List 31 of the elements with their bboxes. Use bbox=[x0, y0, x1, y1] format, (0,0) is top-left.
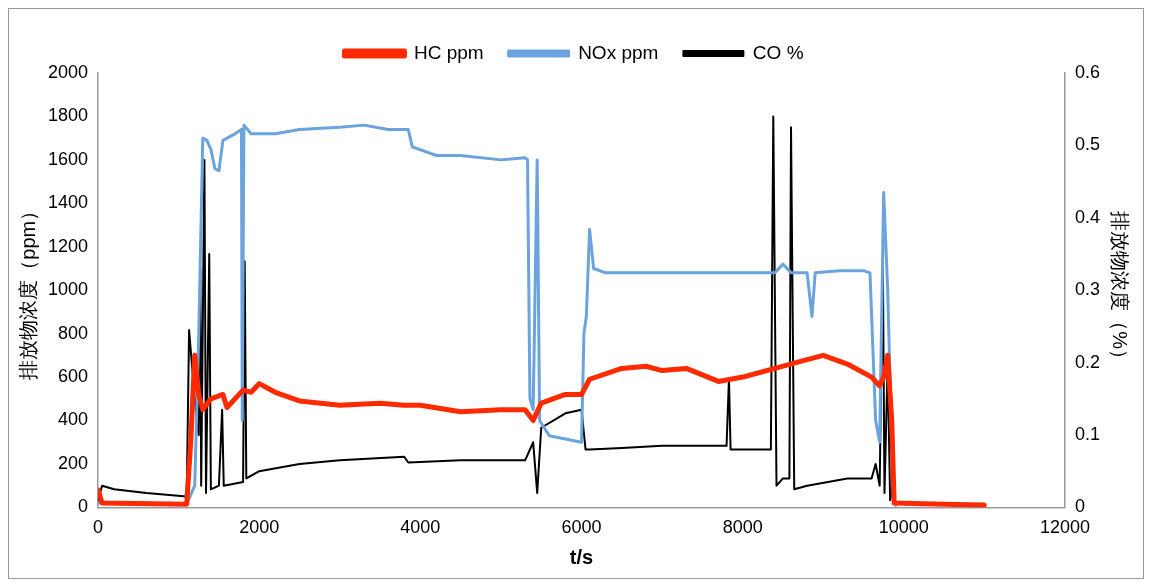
y2-tick-label: 0.6 bbox=[1074, 61, 1101, 82]
y-tick-label: 600 bbox=[58, 366, 89, 387]
x-tick-label: 4000 bbox=[400, 517, 441, 538]
x-tick-label: 6000 bbox=[561, 517, 602, 538]
y-tick-label: 200 bbox=[58, 452, 89, 473]
y-tick-label: 400 bbox=[58, 409, 89, 430]
legend-label: CO % bbox=[752, 41, 804, 63]
y2-tick-label: 0.5 bbox=[1074, 134, 1101, 155]
x-tick-label: 8000 bbox=[722, 517, 763, 538]
y2-tick-label: 0 bbox=[1074, 496, 1085, 517]
x-tick-label: 12000 bbox=[1039, 517, 1091, 538]
y2-tick-label: 0.4 bbox=[1074, 206, 1101, 227]
y2-tick-label: 0.2 bbox=[1074, 351, 1101, 372]
x-tick-label: 2000 bbox=[239, 517, 280, 538]
y2-tick-label: 0.1 bbox=[1074, 423, 1101, 444]
x-tick-label: 0 bbox=[93, 517, 104, 538]
y2-axis-title: 排放物浓度（%） bbox=[1109, 211, 1132, 370]
y-tick-label: 1800 bbox=[48, 105, 89, 126]
y-tick-label: 1000 bbox=[48, 279, 89, 300]
y-tick-label: 0 bbox=[78, 496, 89, 517]
y-axis-title: 排放物浓度（ppm） bbox=[16, 200, 39, 380]
y-tick-label: 1600 bbox=[48, 148, 89, 169]
y2-tick-label: 0.3 bbox=[1074, 279, 1101, 300]
x-tick-label: 10000 bbox=[878, 517, 929, 538]
legend-label: NOx ppm bbox=[578, 41, 659, 63]
legend-label: HC ppm bbox=[413, 41, 484, 63]
y-tick-label: 2000 bbox=[48, 61, 89, 82]
x-axis-title: t/s bbox=[569, 545, 594, 568]
y-tick-label: 800 bbox=[58, 322, 89, 343]
y-tick-label: 1400 bbox=[48, 192, 89, 213]
y-tick-label: 1200 bbox=[48, 235, 89, 256]
